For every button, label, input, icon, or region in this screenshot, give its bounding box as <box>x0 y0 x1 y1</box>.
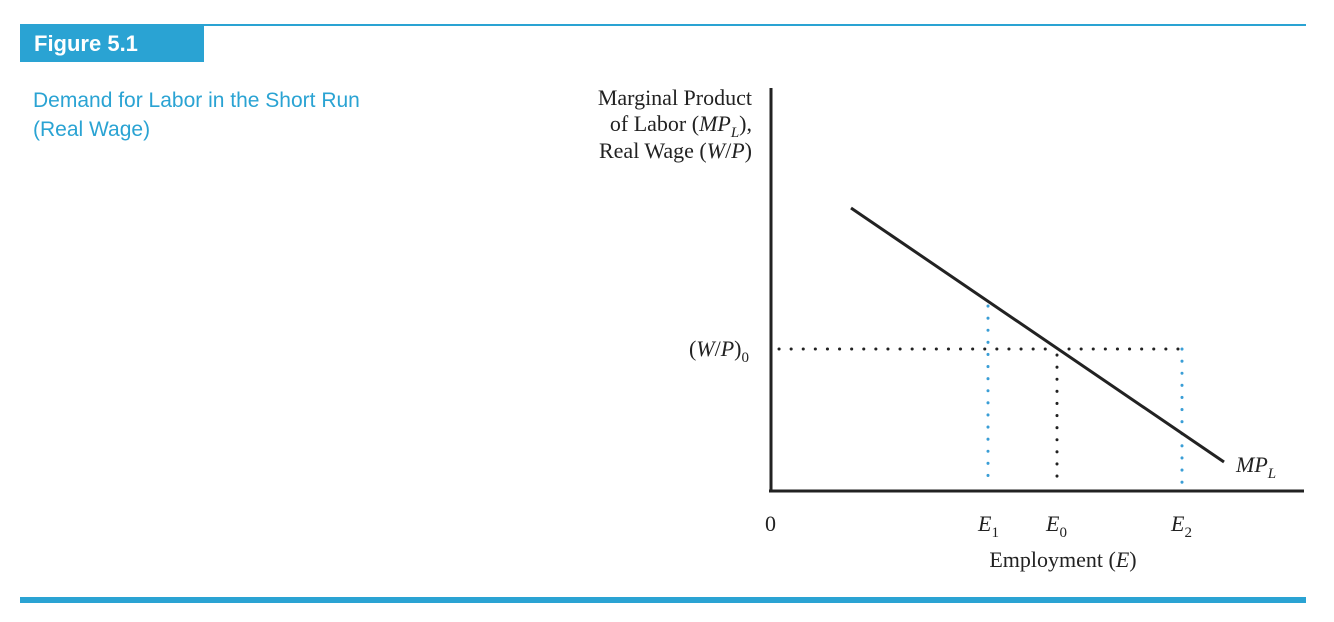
y-axis-label-line-3: Real Wage (W/P) <box>599 138 752 163</box>
tick-e0: E0 <box>1045 511 1067 541</box>
caption-line-1: Demand for Labor in the Short Run <box>33 89 360 112</box>
tick-e2: E2 <box>1170 511 1192 541</box>
caption-line-2: (Real Wage) <box>33 118 151 141</box>
top-rule <box>20 24 1306 26</box>
bottom-rule <box>20 597 1306 603</box>
mpl-curve <box>850 206 1225 464</box>
x-axis-label: Employment (E) <box>989 547 1136 572</box>
figure-label: Figure 5.1 <box>20 26 204 62</box>
mpl-curve-label: MPL <box>1235 452 1276 482</box>
wage-level-label: (W/P)0 <box>689 336 749 366</box>
tick-e1: E1 <box>977 511 999 541</box>
origin-label: 0 <box>765 511 776 536</box>
figure-caption: Demand for Labor in the Short Run (Real … <box>33 86 453 144</box>
y-axis-label-line-2: of Labor (MPL), <box>610 111 752 141</box>
y-axis-label-line-1: Marginal Product <box>598 85 752 110</box>
